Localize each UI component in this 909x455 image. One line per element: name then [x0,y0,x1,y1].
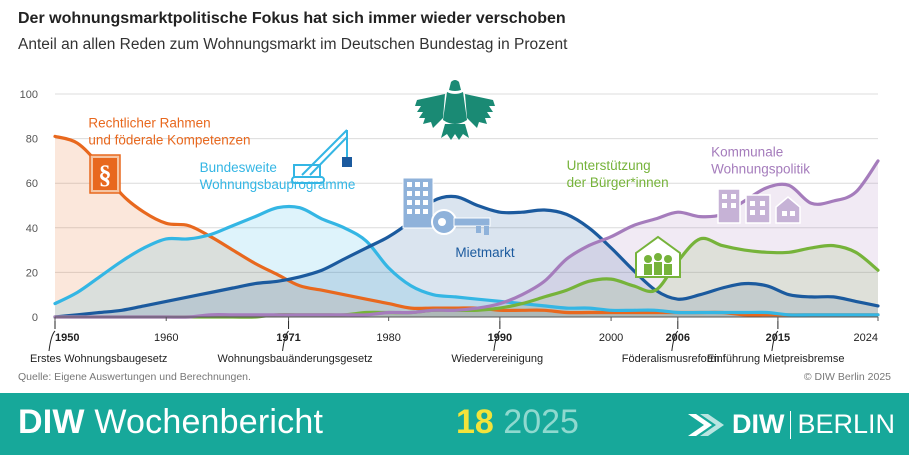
key-icon [431,209,491,235]
y-tick-label: 0 [32,312,38,324]
issue-number: 18 [456,403,494,441]
source-note: Quelle: Eigene Auswertungen und Berechnu… [18,371,251,383]
crane-icon [291,129,352,184]
event-label: Föderalismusreform I [622,353,726,365]
y-tick-label: 60 [26,178,38,190]
chart-title: Der wohnungsmarktpolitische Fokus hat si… [18,10,566,27]
footer-banner: DIW Wochenbericht 18 2025 DIW BERLIN [0,393,909,455]
diw-logo-icon [687,413,724,436]
event-label: Einführung Mietpreisbremse [707,353,845,365]
publication-name: DIW Wochenbericht [18,403,323,442]
x-tick-label: 1990 [488,332,512,344]
houses-icon [717,188,801,224]
area-chart: § [20,80,880,365]
diw-berlin-logo: DIW BERLIN [686,409,895,440]
x-tick-label: 2000 [599,332,623,344]
y-tick-label: 80 [26,134,38,146]
series-area-1 [55,206,878,317]
series-label-0: Rechtlicher Rahmen und föderale Kompetenz… [88,115,250,147]
event-label: Erstes Wohnungsbaugesetz [30,353,167,365]
event-marker [48,330,56,352]
y-tick-label: 100 [20,89,38,101]
event-label: Wohnungsbauänderungsgesetz [218,353,373,365]
series-area-0 [55,136,878,317]
x-tick-label: 1980 [376,332,400,344]
issue-label: 18 2025 [456,403,579,442]
series-label-2: Mietmarkt [455,245,515,260]
series-label-3: Unterstützung der Bürger*innen [567,158,669,190]
event-label: Wiedervereinigung [451,353,543,365]
x-tick-label: 2006 [666,332,690,344]
copyright-note: © DIW Berlin 2025 [803,371,891,383]
logo-rest: BERLIN [797,409,895,439]
brand-bold: DIW [18,403,85,441]
group-house-icon [635,235,681,278]
x-tick-label: 2015 [766,332,790,344]
event-marker [671,330,679,352]
x-tick-label: 1950 [55,332,79,344]
chart-subtitle: Anteil an allen Reden zum Wohnungsmarkt … [18,36,568,53]
logo-bold: DIW [731,409,785,439]
y-tick-label: 20 [26,267,38,279]
event-marker [282,330,289,352]
x-tick-label: 1971 [276,332,300,344]
apartment-building-icon [402,177,434,229]
paragraph-icon: § [89,154,121,194]
series-line-2 [53,194,880,319]
series-line-1 [53,204,880,317]
series-label-1: Bundesweite Wohnungsbauprogramme [200,160,356,192]
brand-rest: Wochenbericht [84,403,324,441]
x-tick-label: 2024 [854,332,878,344]
series-area-2 [55,196,878,317]
x-tick-label: 1960 [154,332,178,344]
event-marker [771,330,779,352]
issue-year: 2025 [503,403,579,441]
y-tick-label: 40 [26,223,38,235]
svg-text:§: § [99,160,112,189]
series-area-4 [55,160,878,318]
bundestag-eagle-icon [415,80,495,140]
event-marker [493,330,501,352]
series-label-4: Kommunale Wohnungspolitik [711,144,810,176]
